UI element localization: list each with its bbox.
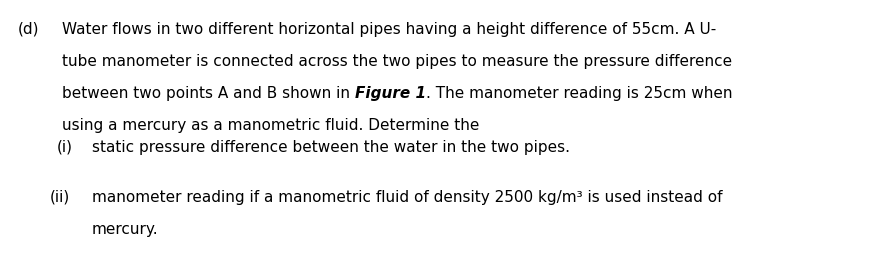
Text: using a mercury as a manometric fluid. Determine the: using a mercury as a manometric fluid. D… <box>62 118 479 133</box>
Text: between two points A and B shown in: between two points A and B shown in <box>62 86 355 101</box>
Text: tube manometer is connected across the two pipes to measure the pressure differe: tube manometer is connected across the t… <box>62 54 732 69</box>
Text: Figure 1: Figure 1 <box>355 86 426 101</box>
Text: manometer reading if a manometric fluid of density 2500 kg/m³ is used instead of: manometer reading if a manometric fluid … <box>92 190 723 205</box>
Text: mercury.: mercury. <box>92 222 159 237</box>
Text: (i): (i) <box>57 140 73 155</box>
Text: . The manometer reading is 25cm when: . The manometer reading is 25cm when <box>426 86 732 101</box>
Text: static pressure difference between the water in the two pipes.: static pressure difference between the w… <box>92 140 570 155</box>
Text: (d): (d) <box>18 22 39 37</box>
Text: Water flows in two different horizontal pipes having a height difference of 55cm: Water flows in two different horizontal … <box>62 22 716 37</box>
Text: (ii): (ii) <box>50 190 70 205</box>
